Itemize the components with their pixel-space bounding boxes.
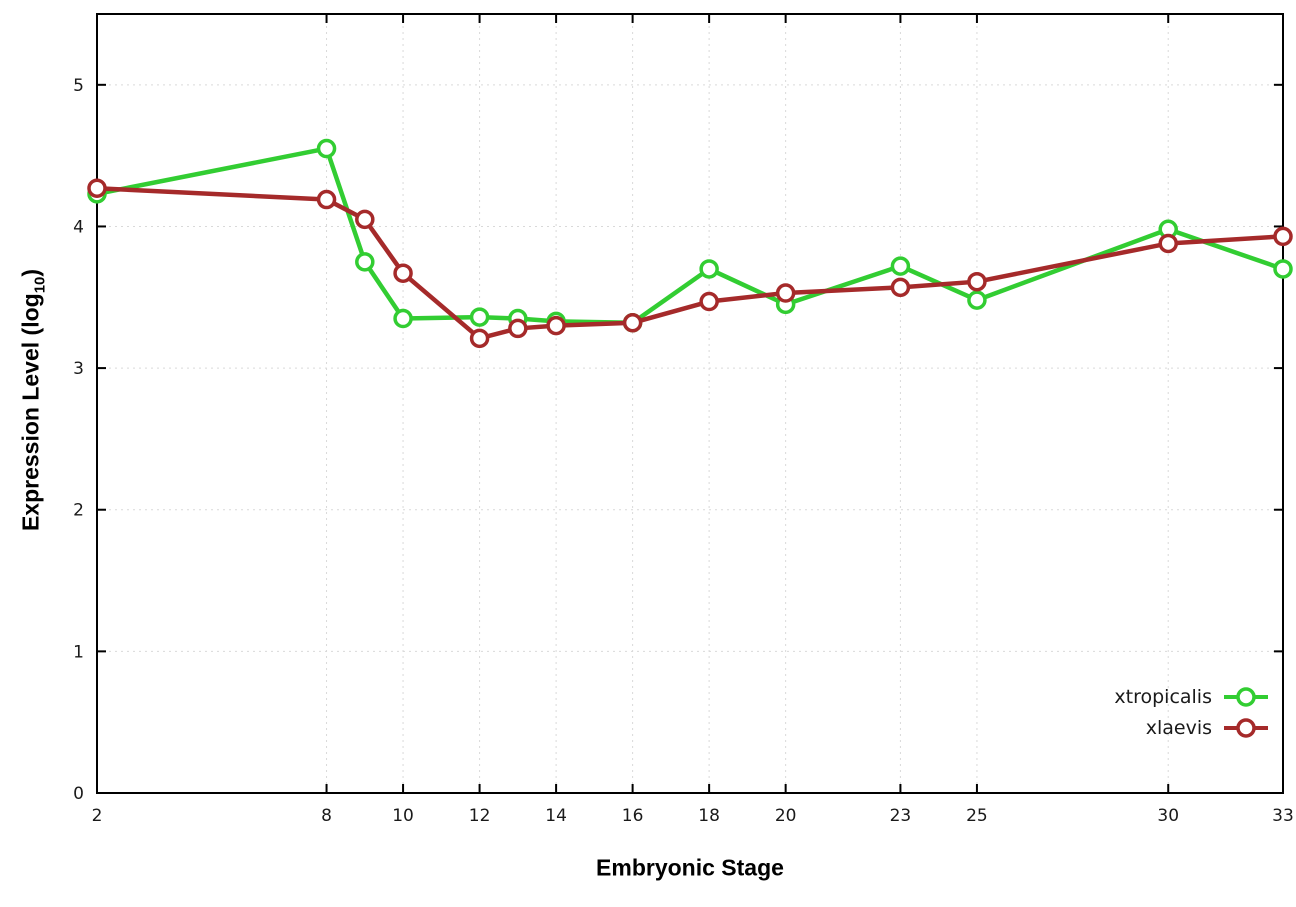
legend: xtropicalis xlaevis [1114,686,1270,739]
svg-text:3: 3 [73,359,84,379]
legend-marker-xtropicalis [1236,687,1256,707]
svg-text:2: 2 [92,806,103,826]
svg-text:5: 5 [73,76,84,96]
svg-text:10: 10 [392,806,414,826]
svg-text:8: 8 [321,806,332,826]
svg-text:25: 25 [966,806,988,826]
svg-text:23: 23 [890,806,912,826]
svg-text:30: 30 [1157,806,1179,826]
legend-sample-xtropicalis-icon [1224,687,1268,707]
svg-text:16: 16 [622,806,644,826]
legend-label-xtropicalis: xtropicalis [1114,686,1212,708]
svg-text:33: 33 [1272,806,1294,826]
svg-text:1: 1 [73,642,84,662]
svg-text:14: 14 [545,806,567,826]
legend-item-xlaevis: xlaevis [1146,717,1270,739]
svg-text:12: 12 [469,806,491,826]
legend-sample-xlaevis-icon [1224,718,1268,738]
legend-marker-xlaevis [1236,718,1256,738]
svg-text:18: 18 [698,806,720,826]
legend-label-xlaevis: xlaevis [1145,717,1212,739]
svg-text:20: 20 [775,806,797,826]
legend-item-xtropicalis: xtropicalis [1114,686,1270,708]
y-axis-title-subscript: 10 [31,276,49,294]
y-axis-title-text: Expression Level (log [17,293,44,532]
x-axis-title: Embryonic Stage [596,854,784,881]
y-axis-title-suffix: ) [17,268,44,277]
y-axis-title: Expression Level (log10) [18,269,49,531]
svg-text:4: 4 [73,217,84,237]
svg-text:0: 0 [73,784,84,804]
svg-text:2: 2 [73,501,84,521]
